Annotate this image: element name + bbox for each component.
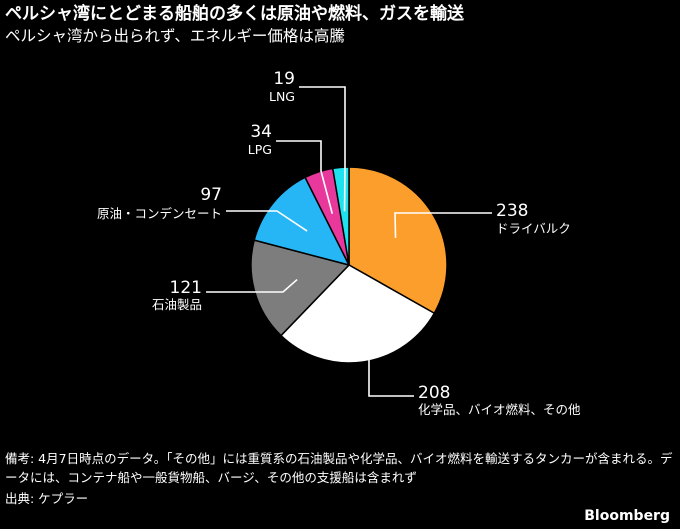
chart-subtitle: ペルシャ湾から出られず、エネルギー価格は高騰 bbox=[5, 27, 345, 45]
data-label-value: 34 bbox=[250, 122, 272, 142]
pie-slice bbox=[348, 166, 448, 315]
bloomberg-logo: Bloomberg bbox=[584, 508, 670, 524]
leader-line bbox=[356, 317, 414, 397]
data-label-category: LNG bbox=[269, 89, 295, 104]
leader-line bbox=[226, 210, 308, 232]
leader-line bbox=[299, 86, 346, 212]
data-label-value: 238 bbox=[496, 201, 528, 221]
leader-line bbox=[206, 278, 298, 293]
data-label-value: 19 bbox=[273, 69, 295, 89]
source-note: 出典: ケプラー bbox=[5, 491, 89, 506]
pie-slice bbox=[279, 264, 436, 364]
data-label-category: 化学品、バイオ燃料、その他 bbox=[418, 402, 581, 417]
data-label-value: 97 bbox=[200, 185, 222, 205]
chart-title: ペルシャ湾にとどまる船舶の多くは原油や燃料、ガスを輸送 bbox=[5, 4, 464, 24]
data-label-category: LPG bbox=[248, 142, 272, 157]
leader-line bbox=[276, 140, 334, 214]
data-label-value: 121 bbox=[170, 278, 202, 298]
data-label-category: 石油製品 bbox=[152, 297, 202, 312]
pie-slice bbox=[253, 176, 351, 267]
leader-line bbox=[394, 212, 492, 238]
data-label-category: ドライバルク bbox=[496, 221, 571, 236]
data-label-value: 208 bbox=[418, 383, 450, 403]
data-label-category: 原油・コンデンセート bbox=[97, 206, 222, 221]
footnote: 備考: 4月7日時点のデータ。「その他」には重質系の石油製品や化学品、バイオ燃料… bbox=[5, 451, 673, 485]
